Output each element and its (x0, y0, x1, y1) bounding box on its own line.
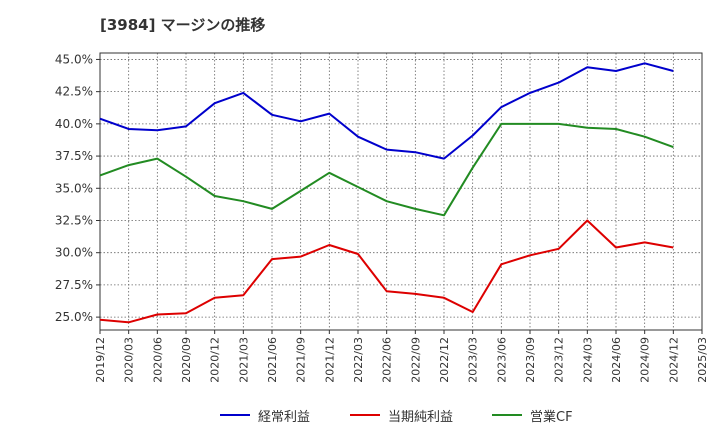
series-line-3 (99, 122, 674, 217)
legend-item-series-3: 営業CF (492, 405, 573, 425)
x-tick-label: 2021/06 (266, 337, 279, 383)
x-tick-label: 2020/03 (123, 337, 136, 383)
x-tick-label: 2020/09 (180, 337, 193, 383)
x-tick-label: 2022/06 (381, 337, 394, 383)
legend-swatch-series-1 (220, 414, 250, 416)
y-tick-label: 27.5% (55, 278, 93, 292)
y-tick-label: 42.5% (55, 85, 93, 99)
legend-label-series-3: 営業CF (530, 409, 573, 425)
x-tick-label: 2022/03 (352, 337, 365, 383)
chart-title: [3984] マージンの推移 (100, 16, 266, 34)
x-tick-label: 2020/06 (151, 337, 164, 383)
x-tick-label: 2023/03 (467, 337, 480, 383)
y-tick-label: 37.5% (55, 149, 93, 163)
y-tick-label: 25.0% (55, 310, 93, 324)
x-tick-label: 2025/03 (696, 337, 709, 383)
x-tick-label: 2024/12 (667, 337, 680, 383)
legend: 経常利益 当期純利益 営業CF (0, 405, 720, 425)
y-tick-label: 35.0% (55, 181, 93, 195)
legend-item-series-2: 当期純利益 (350, 405, 453, 425)
series-line-1 (99, 62, 674, 160)
x-tick-label: 2020/12 (209, 337, 222, 383)
x-tick-label: 2019/12 (94, 337, 107, 383)
x-tick-label: 2024/09 (639, 337, 652, 383)
legend-label-series-1: 経常利益 (258, 409, 311, 425)
legend-label-series-2: 当期純利益 (388, 409, 454, 425)
x-tick-label: 2021/12 (323, 337, 336, 383)
x-tick-label: 2021/09 (295, 337, 308, 383)
x-tick-label: 2023/06 (495, 337, 508, 383)
x-tick-label: 2021/03 (237, 337, 250, 383)
x-tick-label: 2023/09 (524, 337, 537, 383)
legend-swatch-series-3 (492, 414, 522, 416)
y-tick-label: 40.0% (55, 117, 93, 131)
series-line-2 (99, 219, 674, 324)
x-tick-label: 2024/06 (610, 337, 623, 383)
y-tick-label: 32.5% (55, 213, 93, 227)
x-tick-label: 2024/03 (581, 337, 594, 383)
legend-item-series-1: 経常利益 (220, 405, 310, 425)
x-tick-label: 2022/12 (438, 337, 451, 383)
y-tick-label: 45.0% (55, 52, 93, 66)
plot-area (100, 53, 702, 330)
legend-swatch-series-2 (350, 414, 380, 416)
plot-frame (99, 52, 703, 331)
x-tick-label: 2023/12 (553, 337, 566, 383)
x-tick-label: 2022/09 (409, 337, 422, 383)
y-tick-label: 30.0% (55, 246, 93, 260)
